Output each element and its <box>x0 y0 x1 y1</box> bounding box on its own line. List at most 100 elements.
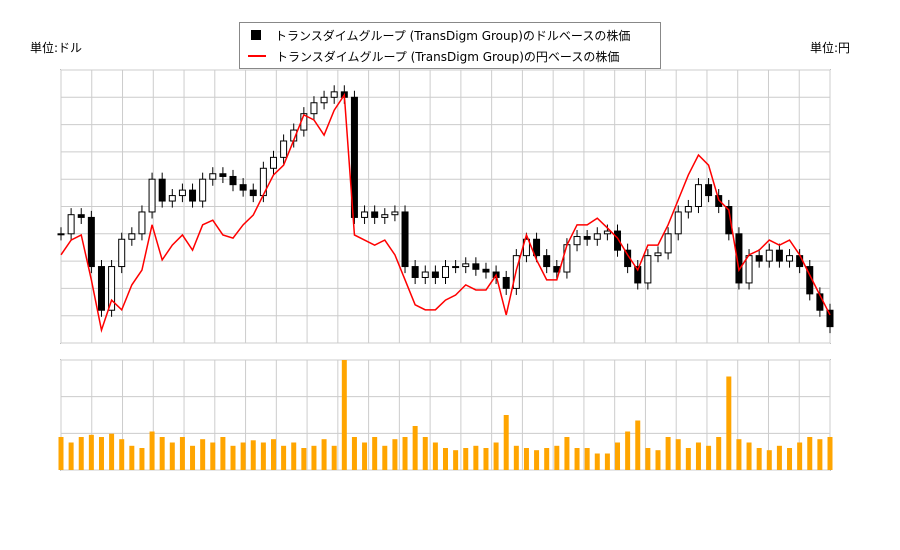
candle-body <box>614 230 622 251</box>
candle-body <box>694 184 702 208</box>
volume-bar <box>281 445 287 470</box>
volume-bar <box>331 445 337 470</box>
candle-body <box>320 96 328 104</box>
legend-label-usd: トランスダイムグループ (TransDigm Group)のドルベースの株価 <box>275 28 631 43</box>
volume-bar <box>645 448 651 470</box>
candle-body <box>431 271 439 278</box>
volume-bar <box>109 433 115 470</box>
candle-body <box>209 173 217 180</box>
candle-body <box>269 156 277 169</box>
volume-bar <box>473 445 479 470</box>
volume-bar <box>797 442 803 470</box>
candle-body <box>249 189 257 197</box>
volume-bar <box>230 445 236 470</box>
volume-bar <box>625 431 631 470</box>
candle-body <box>664 233 672 254</box>
left-axis-unit: 単位:ドル <box>30 41 83 55</box>
candle-body <box>502 276 510 289</box>
volume-bar <box>351 437 357 470</box>
volume-bar <box>139 448 145 470</box>
candle-body <box>87 216 95 268</box>
candle-body <box>77 214 85 218</box>
volume-bar <box>534 450 540 470</box>
volume-bar <box>685 448 691 470</box>
candle-body <box>310 102 318 115</box>
candle-body <box>745 255 753 284</box>
volume-bar <box>695 442 701 470</box>
candle-body <box>128 233 136 240</box>
volume-bar <box>564 437 570 470</box>
candle-body <box>634 266 642 284</box>
candle-body <box>715 195 723 208</box>
candle-body <box>97 266 105 311</box>
candle-body <box>67 214 75 235</box>
volume-bar <box>554 445 560 470</box>
candle-body <box>654 252 662 257</box>
candle-body <box>411 266 419 278</box>
candle-body <box>593 233 601 240</box>
candle-body <box>138 211 146 235</box>
volume-bar <box>675 439 681 470</box>
volume-bar <box>159 437 165 470</box>
candle-body <box>482 268 490 273</box>
volume-bar <box>493 442 499 470</box>
volume-bar <box>513 445 519 470</box>
candle-body <box>755 255 763 262</box>
volume-bar <box>655 450 661 470</box>
volume-bar <box>119 439 125 470</box>
volume-bar <box>756 448 762 470</box>
candle-body <box>118 238 126 268</box>
volume-bar <box>746 442 752 470</box>
volume-bar <box>776 445 782 470</box>
volume-bar <box>412 426 418 470</box>
candle-body <box>826 309 834 328</box>
volume-bar <box>766 450 772 470</box>
candle-body <box>462 263 470 268</box>
volume-bar <box>129 445 135 470</box>
volume-bar <box>817 439 823 470</box>
volume-bar <box>807 437 813 470</box>
volume-bar <box>665 437 671 470</box>
volume-bar <box>169 442 175 470</box>
volume-bar <box>706 445 712 470</box>
volume-bar <box>483 448 489 470</box>
candle-body <box>533 238 541 257</box>
candle-body <box>452 266 460 269</box>
volume-bar <box>78 437 84 470</box>
volume-bar <box>291 442 297 470</box>
candle-body <box>583 236 591 240</box>
volume-bar <box>635 420 641 470</box>
right-axis-unit: 単位:円 <box>810 41 851 55</box>
candle-body <box>330 91 338 98</box>
legend-item-jpy: トランスダイムグループ (TransDigm Group)の円ベースの株価 <box>248 47 619 65</box>
candle-body <box>442 266 449 278</box>
legend-label-jpy: トランスダイムグループ (TransDigm Group)の円ベースの株価 <box>276 49 620 64</box>
volume-bar <box>372 437 378 470</box>
candle-body <box>543 255 551 268</box>
volume-bar <box>392 439 398 470</box>
volume-bar <box>260 442 266 470</box>
jpy-price-line <box>60 92 831 334</box>
candle-body <box>199 178 207 202</box>
candle-body <box>148 178 156 213</box>
volume-bar <box>574 448 580 470</box>
volume-bar <box>544 448 550 470</box>
volume-bar <box>240 442 246 470</box>
volume-bar <box>443 448 448 470</box>
candle-body <box>674 211 682 235</box>
candle-body <box>705 184 713 197</box>
volume-bar <box>362 442 368 470</box>
candle-body <box>573 236 581 246</box>
volume-bar <box>432 442 438 470</box>
volume-bar <box>179 437 185 470</box>
candle-body <box>350 96 358 218</box>
volume-bar <box>149 431 155 470</box>
volume-bar <box>523 448 529 470</box>
volume-bar <box>220 437 226 470</box>
candle-body <box>786 255 794 262</box>
volume-bar <box>321 439 327 470</box>
volume-bar <box>827 437 833 470</box>
volume-bar <box>615 442 621 470</box>
